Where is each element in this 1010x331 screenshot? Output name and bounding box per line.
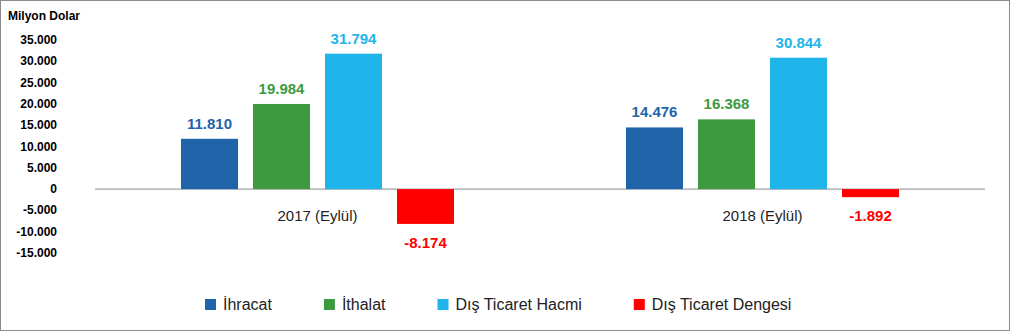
data-label: 14.476 (632, 103, 678, 120)
data-label: 11.810 (187, 115, 232, 132)
y-tick-label: 30.000 (20, 54, 57, 68)
y-tick-label: 25.000 (20, 76, 57, 90)
y-tick (91, 82, 95, 83)
legend-swatch (205, 299, 216, 310)
y-tick-label: 35.000 (20, 33, 57, 47)
y-tick-label: -10.000 (16, 225, 57, 239)
y-tick (91, 103, 95, 104)
labels: 2017 (Eylül) 11.810 19.984 31.794 -8.174 2018… (187, 30, 892, 251)
y-tick (91, 189, 95, 190)
data-label: -1.892 (849, 207, 892, 224)
y-tick (91, 146, 95, 147)
legend-label: Dış Ticaret Hacmi (456, 296, 582, 313)
data-label: -8.174 (404, 234, 447, 251)
y-tick-label: 0 (50, 182, 57, 196)
data-label: 16.368 (704, 95, 750, 112)
category-label: 2017 (Eylül) (277, 207, 357, 224)
bars (181, 54, 899, 224)
data-label: 30.844 (776, 34, 823, 51)
y-tick-label: 5.000 (27, 161, 57, 175)
category-label: 2018 (Eylül) (722, 207, 802, 224)
y-tick (91, 61, 95, 62)
y-tick (91, 125, 95, 126)
bar (698, 119, 755, 189)
legend-swatch (324, 299, 335, 310)
bar (181, 139, 238, 189)
chart-frame (1, 1, 1010, 331)
data-label: 31.794 (331, 30, 378, 47)
y-tick (91, 167, 95, 168)
legend-label: İthalat (342, 295, 386, 313)
legend-swatch (634, 299, 645, 310)
y-tick-label: 15.000 (20, 118, 57, 132)
legend-label: Dış Ticaret Dengesi (652, 296, 792, 313)
y-tick-label: -15.000 (16, 246, 57, 260)
bar (842, 189, 899, 197)
bar (397, 189, 454, 224)
bar (253, 104, 310, 189)
bar (770, 58, 827, 189)
legend: İhracat İthalat Dış Ticaret Hacmi Dış Ticar… (205, 295, 791, 313)
y-tick-label: -5.000 (23, 203, 57, 217)
y-tick-label: 20.000 (20, 97, 57, 111)
legend-swatch (438, 299, 449, 310)
y-tick (91, 40, 95, 41)
y-tick (91, 210, 95, 211)
y-tick (91, 253, 95, 254)
data-label: 19.984 (259, 80, 306, 97)
y-tick (91, 231, 95, 232)
bar (325, 54, 382, 189)
chart: Milyon Dolar 35.000 30.000 25.000 20.000 15.0… (0, 0, 1010, 331)
y-tick-label: 10.000 (20, 140, 57, 154)
bar (626, 127, 683, 189)
y-axis-label: Milyon Dolar (8, 9, 80, 23)
legend-label: İhracat (223, 295, 272, 313)
